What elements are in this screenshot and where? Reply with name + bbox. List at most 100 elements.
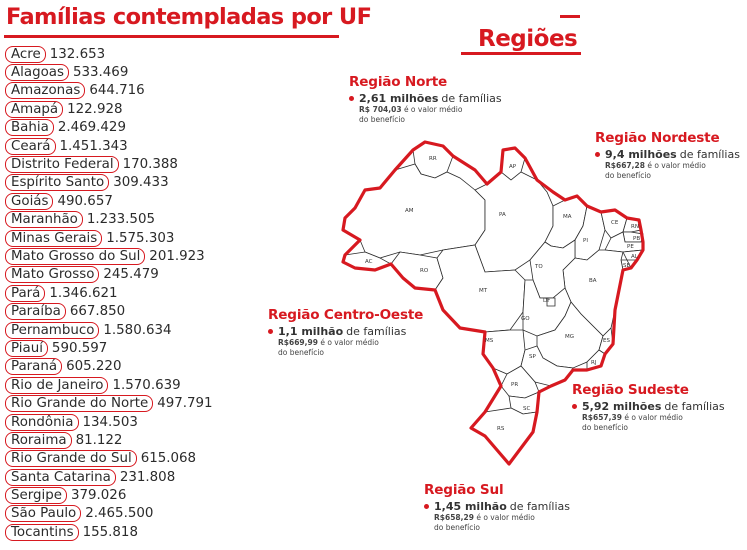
state-name: Minas Gerais (5, 229, 103, 247)
state-name: Acre (5, 45, 46, 63)
map-label-rn: RN (631, 224, 639, 230)
map-label-ba: BA (589, 278, 597, 284)
region-note-line2: do benefício (582, 423, 628, 432)
region-families-bold: 1,45 milhão (434, 500, 507, 513)
state-shape-sp (520, 345, 574, 387)
state-value: 132.653 (49, 46, 106, 62)
state-value: 1.233.505 (86, 212, 155, 228)
states-list: Acre 132.653 Alagoas 533.469 Amazonas 644.7… (5, 45, 213, 542)
state-name: Amapá (5, 100, 64, 118)
region-families-bold: 9,4 milhões (605, 148, 677, 161)
state-name: Paraná (5, 358, 63, 376)
state-row-mato-grosso: Mato Grosso 245.479 (5, 266, 213, 284)
state-name: Santa Catarina (5, 468, 116, 486)
region-families-bold: 5,92 milhões (582, 400, 662, 413)
region-value-rest: é o valor médio (624, 413, 683, 422)
map-label-df: DF (543, 298, 550, 304)
map-label-pi: PI (583, 238, 588, 244)
region-value-rest: é o valor médio (403, 105, 463, 114)
state-row-espirito-santo: Espírito Santo 309.433 (5, 174, 213, 192)
state-name: Mato Grosso (5, 266, 100, 284)
map-label-ce: CE (611, 220, 619, 226)
region-name: Região Centro-Oeste (268, 307, 424, 323)
state-value: 533.469 (72, 65, 129, 81)
region-note-line2: do benefício (278, 348, 324, 357)
bullet-icon (268, 329, 273, 334)
map-label-ma: MA (563, 214, 572, 220)
state-row-tocantins: Tocantins 155.818 (5, 523, 213, 541)
state-value: 379.026 (70, 488, 127, 504)
map-label-to: TO (534, 264, 543, 270)
map-label-rr: RR (429, 156, 437, 162)
map-label-am: AM (405, 208, 414, 214)
state-value: 309.433 (113, 175, 169, 191)
region-value-rest: é o valor médio (476, 513, 535, 522)
state-value: 245.479 (103, 267, 159, 283)
brazil-outline (341, 140, 645, 466)
region-value-bold: R$ 704,03 (359, 105, 402, 114)
state-value: 490.657 (57, 193, 113, 209)
state-shape-to (529, 239, 576, 299)
region-note-line2: do benefício (359, 115, 405, 124)
state-value: 590.597 (51, 340, 108, 356)
state-row-goias: Goiás 490.657 (5, 192, 213, 210)
regions-title: Regiões (478, 26, 578, 52)
state-value: 1.575.303 (106, 230, 175, 246)
state-row-santa-catarina: Santa Catarina 231.808 (5, 468, 213, 486)
state-shape-go (522, 279, 572, 337)
state-value: 1.580.634 (103, 322, 172, 338)
state-name: Paraíba (5, 303, 66, 321)
state-value: 1.346.621 (49, 285, 118, 301)
bullet-icon (424, 504, 429, 509)
state-value: 122.928 (67, 101, 123, 117)
title-underline (4, 35, 339, 38)
state-name: Distrito Federal (5, 156, 119, 174)
map-label-ro: RO (420, 268, 429, 274)
state-value: 644.716 (89, 83, 145, 99)
state-shape-df (546, 297, 556, 307)
state-name: Goiás (5, 192, 54, 210)
state-name: Alagoas (5, 64, 69, 82)
map-label-sc: SC (523, 406, 530, 412)
state-row-distrito-federal: Distrito Federal 170.388 (5, 155, 213, 174)
state-value: 615.068 (140, 451, 197, 467)
state-value: 1.570.639 (112, 377, 181, 393)
map-label-ap: AP (509, 164, 517, 170)
region-value-bold: R$669,99 (278, 338, 318, 347)
region-families-rest: de famílias (509, 500, 571, 513)
region-nordeste: Região Nordeste 9,4 milhões de famílias R… (595, 130, 740, 181)
region-families-bold: 1,1 milhão (278, 325, 344, 338)
state-value: 81.122 (75, 432, 123, 448)
state-row-minas-gerais: Minas Gerais 1.575.303 (5, 229, 213, 247)
region-centro-oeste: Região Centro-Oeste 1,1 milhão de família… (268, 307, 423, 358)
map-label-rj: RJ (591, 360, 597, 366)
region-value-bold: R$667,28 (605, 161, 645, 170)
region-name: Região Sul (424, 482, 504, 498)
map-label-al: AL (631, 254, 639, 260)
region-note-line2: do benefício (434, 523, 480, 532)
state-name: Mato Grosso do Sul (5, 247, 146, 265)
region-sudeste: Região Sudeste 5,92 milhões de famílias R… (572, 382, 725, 433)
region-families-rest: de famílias (679, 148, 740, 161)
state-value: 155.818 (82, 524, 138, 540)
state-row-para: Pará 1.346.621 (5, 284, 213, 302)
state-name: Pernambuco (5, 321, 100, 339)
decorative-tick (560, 15, 580, 18)
region-norte: Região Norte 2,61 milhões de famílias R$ … (349, 74, 502, 125)
region-name: Região Nordeste (595, 130, 720, 146)
state-name: Rio Grande do Sul (5, 450, 137, 468)
state-value: 231.808 (119, 469, 176, 485)
state-value: 605.220 (66, 359, 122, 375)
map-label-es: ES (603, 338, 610, 344)
state-value: 497.791 (157, 396, 213, 412)
map-label-mt: MT (479, 288, 488, 294)
state-name: Roraima (5, 431, 72, 449)
state-name: Sergipe (5, 487, 67, 505)
region-note-line2: do benefício (605, 171, 651, 180)
map-label-se: SE (623, 263, 630, 269)
region-name: Região Norte (349, 74, 448, 90)
state-value: 667.850 (69, 304, 126, 320)
state-name: Bahia (5, 119, 54, 137)
state-name: Pará (5, 284, 46, 302)
state-row-rondonia: Rondônia 134.503 (5, 413, 213, 431)
